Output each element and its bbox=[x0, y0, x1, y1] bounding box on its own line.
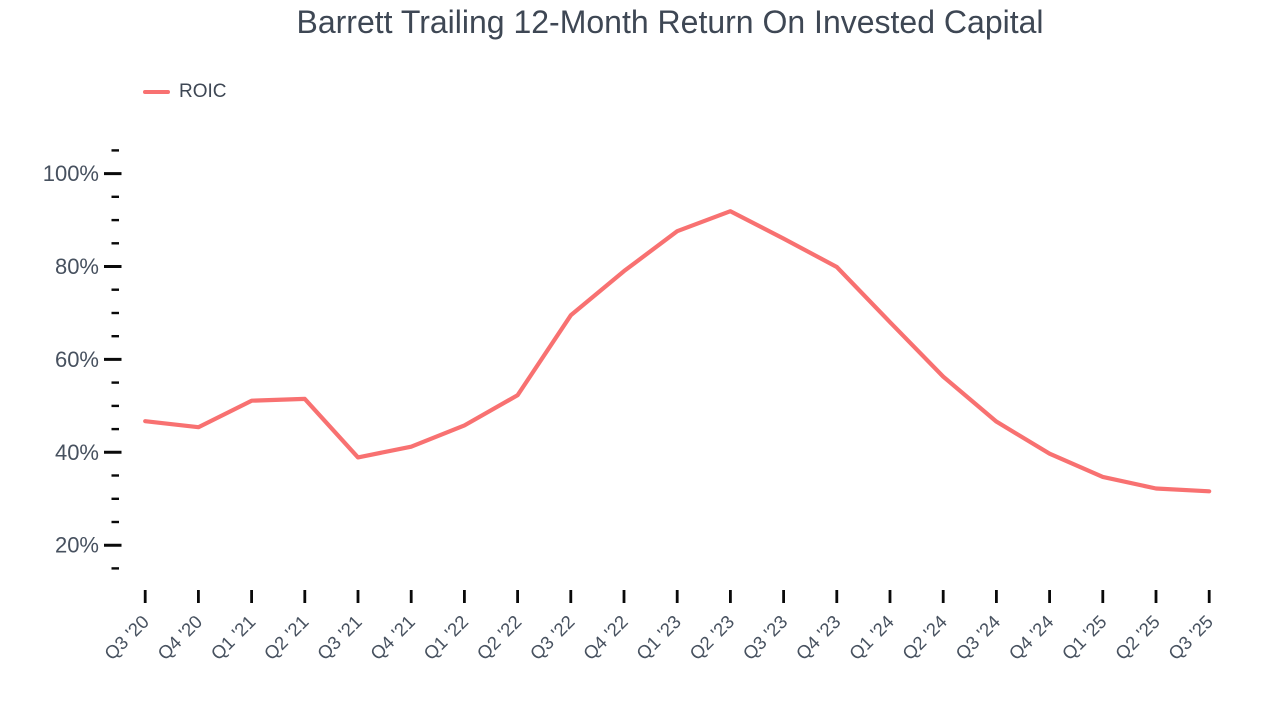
legend-item-roic[interactable]: ROIC bbox=[143, 81, 227, 103]
y-tick-label: 20% bbox=[55, 533, 99, 558]
x-tick-label: Q1 '24 bbox=[845, 611, 898, 664]
chart-title: Barrett Trailing 12-Month Return On Inve… bbox=[296, 4, 1044, 40]
y-tick-label: 100% bbox=[43, 161, 99, 186]
x-tick-label: Q3 '25 bbox=[1164, 611, 1217, 664]
x-tick-label: Q1 '23 bbox=[632, 611, 685, 664]
x-tick-label: Q4 '22 bbox=[579, 611, 632, 664]
x-tick-label: Q4 '24 bbox=[1004, 611, 1057, 664]
x-tick-label: Q3 '23 bbox=[738, 611, 791, 664]
x-tick-label: Q2 '23 bbox=[685, 611, 738, 664]
x-tick-label: Q4 '21 bbox=[366, 611, 419, 664]
legend-label-roic: ROIC bbox=[179, 81, 227, 102]
x-tick-label: Q1 '21 bbox=[206, 611, 259, 664]
y-axis: 20% 40% 60% 80% 100% bbox=[43, 149, 122, 570]
x-tick-label: Q1 '25 bbox=[1058, 611, 1111, 664]
x-tick-label: Q4 '23 bbox=[792, 611, 845, 664]
y-tick-label: 40% bbox=[55, 440, 99, 465]
x-tick-label: Q1 '22 bbox=[419, 611, 472, 664]
x-tick-label: Q3 '24 bbox=[951, 611, 1004, 664]
legend-line-swatch-icon bbox=[143, 89, 170, 95]
x-tick-label: Q4 '20 bbox=[153, 611, 206, 664]
x-tick-label: Q2 '24 bbox=[898, 611, 951, 664]
y-tick-label: 80% bbox=[55, 254, 99, 279]
x-tick-label: Q2 '21 bbox=[260, 611, 313, 664]
x-tick-label: Q3 '20 bbox=[100, 611, 153, 664]
x-axis: Q3 '20 Q4 '20 Q1 '21 Q2 '21 Q3 '21 Q4 '21 Q1 '… bbox=[100, 590, 1217, 664]
x-tick-label: Q3 '22 bbox=[526, 611, 579, 664]
y-tick-label: 60% bbox=[55, 347, 99, 372]
x-tick-label: Q2 '22 bbox=[472, 611, 525, 664]
x-tick-label: Q3 '21 bbox=[313, 611, 366, 664]
roic-line bbox=[143, 209, 1212, 494]
x-tick-label: Q2 '25 bbox=[1111, 611, 1164, 664]
